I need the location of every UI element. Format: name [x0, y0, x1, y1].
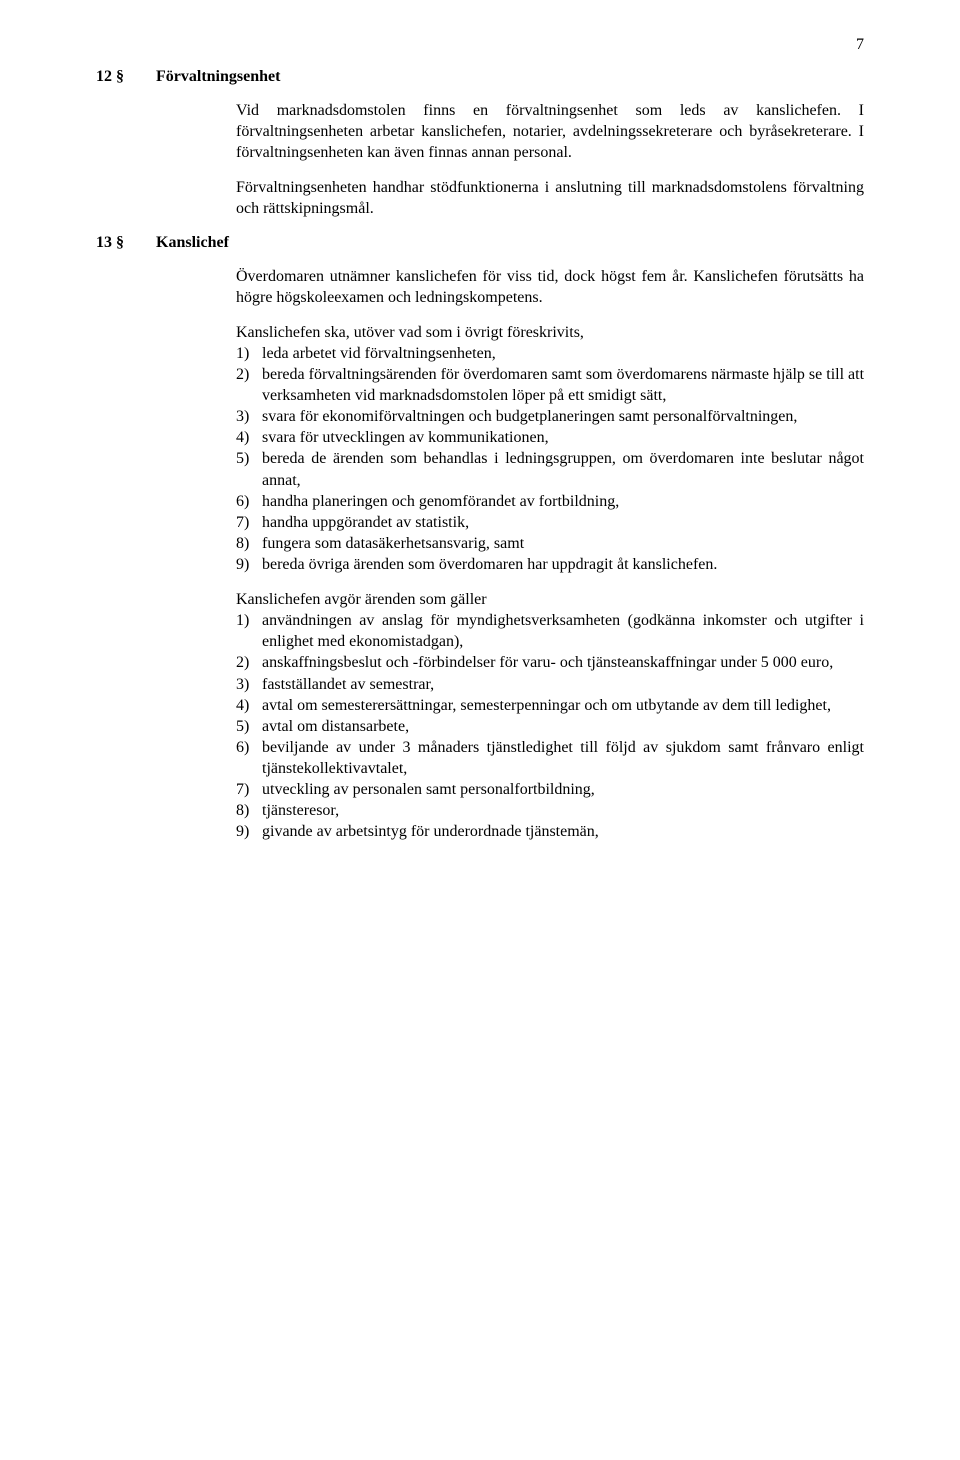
section-12-heading: 12 § Förvaltningsenhet: [96, 68, 864, 86]
list-item-text: bereda förvaltningsärenden för överdomar…: [262, 364, 864, 406]
list-item-text: anskaffningsbeslut och -förbindelser för…: [262, 652, 864, 673]
list-item: 3)fastställandet av semestrar,: [236, 674, 864, 695]
list-item-number: 7): [236, 512, 262, 533]
list-item: 6)handha planeringen och genomförandet a…: [236, 491, 864, 512]
list-item: 2)anskaffningsbeslut och -förbindelser f…: [236, 652, 864, 673]
section-13-num: 13 §: [96, 234, 156, 252]
list-item-text: avtal om distansarbete,: [262, 716, 864, 737]
list-item-number: 6): [236, 737, 262, 779]
list-item: 2)bereda förvaltningsärenden för överdom…: [236, 364, 864, 406]
list-item: 4)avtal om semesterersättningar, semeste…: [236, 695, 864, 716]
document-page: 7 12 § Förvaltningsenhet Vid marknadsdom…: [0, 0, 960, 1460]
section-13-list-a-intro: Kanslichefen ska, utöver vad som i övrig…: [236, 322, 864, 343]
list-item: 5)avtal om distansarbete,: [236, 716, 864, 737]
page-number: 7: [856, 36, 864, 54]
list-item: 8)fungera som datasäkerhetsansvarig, sam…: [236, 533, 864, 554]
list-item-text: svara för ekonomiförvaltningen och budge…: [262, 406, 864, 427]
section-12-body: Vid marknadsdomstolen finns en förvaltni…: [236, 100, 864, 220]
list-item: 4)svara för utvecklingen av kommunikatio…: [236, 427, 864, 448]
list-item-text: utveckling av personalen samt personalfo…: [262, 779, 864, 800]
list-item-text: tjänsteresor,: [262, 800, 864, 821]
section-13-list-a: 1)leda arbetet vid förvaltningsenheten,2…: [236, 343, 864, 575]
list-item-number: 1): [236, 343, 262, 364]
section-12-title: Förvaltningsenhet: [156, 68, 864, 86]
list-item-text: avtal om semesterersättningar, semesterp…: [262, 695, 864, 716]
list-item-text: svara för utvecklingen av kommunikatione…: [262, 427, 864, 448]
list-item: 1)leda arbetet vid förvaltningsenheten,: [236, 343, 864, 364]
list-item-number: 6): [236, 491, 262, 512]
list-item-text: bereda övriga ärenden som överdomaren ha…: [262, 554, 864, 575]
list-item: 6)beviljande av under 3 månaders tjänstl…: [236, 737, 864, 779]
list-item: 3)svara för ekonomiförvaltningen och bud…: [236, 406, 864, 427]
list-item-number: 7): [236, 779, 262, 800]
list-item-number: 9): [236, 821, 262, 842]
list-item-number: 2): [236, 364, 262, 406]
section-13-body: Överdomaren utnämner kanslichefen för vi…: [236, 266, 864, 843]
list-item-text: handha uppgörandet av statistik,: [262, 512, 864, 533]
section-12-num: 12 §: [96, 68, 156, 86]
list-item-text: givande av arbetsintyg för underordnade …: [262, 821, 864, 842]
list-item-number: 3): [236, 674, 262, 695]
list-item: 1)användningen av anslag för myndighetsv…: [236, 610, 864, 652]
section-12-paragraph-2: Förvaltningsenheten handhar stödfunktion…: [236, 177, 864, 219]
list-item-number: 4): [236, 427, 262, 448]
section-13-list-b-intro: Kanslichefen avgör ärenden som gäller: [236, 589, 864, 610]
section-13-list-b: 1)användningen av anslag för myndighetsv…: [236, 610, 864, 842]
list-item-text: bereda de ärenden som behandlas i lednin…: [262, 448, 864, 490]
list-item-number: 4): [236, 695, 262, 716]
list-item: 7)utveckling av personalen samt personal…: [236, 779, 864, 800]
list-item-text: handha planeringen och genomförandet av …: [262, 491, 864, 512]
list-item: 5)bereda de ärenden som behandlas i ledn…: [236, 448, 864, 490]
list-item-number: 9): [236, 554, 262, 575]
section-13-paragraph-1: Överdomaren utnämner kanslichefen för vi…: [236, 266, 864, 308]
list-item-text: fungera som datasäkerhetsansvarig, samt: [262, 533, 864, 554]
list-item-number: 5): [236, 448, 262, 490]
list-item: 9)givande av arbetsintyg för underordnad…: [236, 821, 864, 842]
section-12-paragraph-1: Vid marknadsdomstolen finns en förvaltni…: [236, 100, 864, 163]
list-item-text: användningen av anslag för myndighetsver…: [262, 610, 864, 652]
list-item: 9)bereda övriga ärenden som överdomaren …: [236, 554, 864, 575]
list-item-number: 1): [236, 610, 262, 652]
list-item-number: 8): [236, 800, 262, 821]
list-item-number: 2): [236, 652, 262, 673]
list-item-text: leda arbetet vid förvaltningsenheten,: [262, 343, 864, 364]
list-item: 8)tjänsteresor,: [236, 800, 864, 821]
list-item: 7)handha uppgörandet av statistik,: [236, 512, 864, 533]
list-item-number: 3): [236, 406, 262, 427]
list-item-number: 5): [236, 716, 262, 737]
list-item-text: fastställandet av semestrar,: [262, 674, 864, 695]
list-item-number: 8): [236, 533, 262, 554]
section-13-heading: 13 § Kanslichef: [96, 234, 864, 252]
section-13-title: Kanslichef: [156, 234, 864, 252]
list-item-text: beviljande av under 3 månaders tjänstled…: [262, 737, 864, 779]
